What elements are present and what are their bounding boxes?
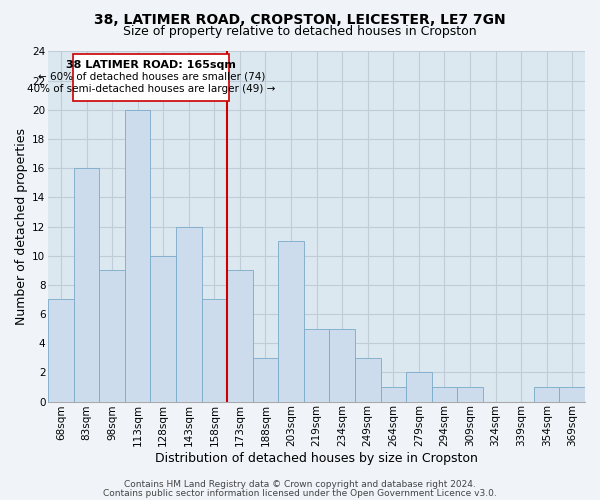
- Y-axis label: Number of detached properties: Number of detached properties: [15, 128, 28, 325]
- Text: 38 LATIMER ROAD: 165sqm: 38 LATIMER ROAD: 165sqm: [66, 60, 236, 70]
- Bar: [278, 241, 304, 402]
- Bar: [100, 270, 125, 402]
- Bar: [304, 328, 329, 402]
- Text: Size of property relative to detached houses in Cropston: Size of property relative to detached ho…: [123, 25, 477, 38]
- Bar: [355, 358, 380, 402]
- Bar: [406, 372, 431, 402]
- Bar: [125, 110, 151, 402]
- Bar: [380, 387, 406, 402]
- Bar: [431, 387, 457, 402]
- Text: ← 60% of detached houses are smaller (74): ← 60% of detached houses are smaller (74…: [38, 72, 265, 82]
- Bar: [253, 358, 278, 402]
- FancyBboxPatch shape: [73, 54, 229, 101]
- Text: 38, LATIMER ROAD, CROPSTON, LEICESTER, LE7 7GN: 38, LATIMER ROAD, CROPSTON, LEICESTER, L…: [94, 12, 506, 26]
- Bar: [559, 387, 585, 402]
- Text: Contains public sector information licensed under the Open Government Licence v3: Contains public sector information licen…: [103, 488, 497, 498]
- Bar: [329, 328, 355, 402]
- Bar: [48, 300, 74, 402]
- Bar: [227, 270, 253, 402]
- Bar: [534, 387, 559, 402]
- X-axis label: Distribution of detached houses by size in Cropston: Distribution of detached houses by size …: [155, 452, 478, 465]
- Bar: [176, 226, 202, 402]
- Text: Contains HM Land Registry data © Crown copyright and database right 2024.: Contains HM Land Registry data © Crown c…: [124, 480, 476, 489]
- Bar: [74, 168, 100, 402]
- Text: 40% of semi-detached houses are larger (49) →: 40% of semi-detached houses are larger (…: [27, 84, 275, 94]
- Bar: [202, 300, 227, 402]
- Bar: [457, 387, 483, 402]
- Bar: [151, 256, 176, 402]
